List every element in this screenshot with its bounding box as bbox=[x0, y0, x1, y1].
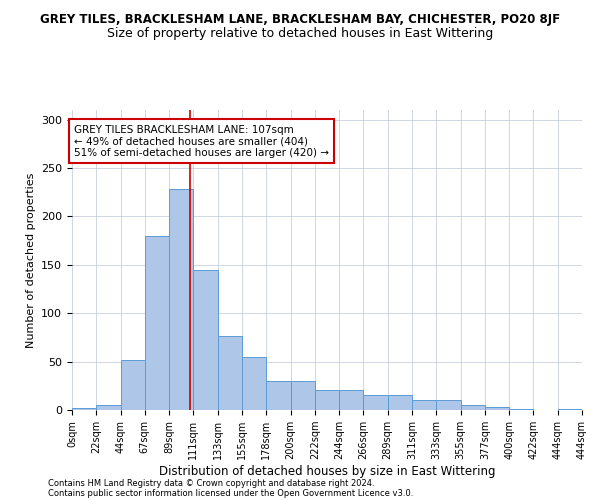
Bar bbox=[461, 405, 485, 410]
Bar bbox=[169, 190, 193, 410]
Bar bbox=[509, 409, 533, 410]
Y-axis label: Number of detached properties: Number of detached properties bbox=[26, 172, 35, 348]
X-axis label: Distribution of detached houses by size in East Wittering: Distribution of detached houses by size … bbox=[159, 465, 495, 478]
Bar bbox=[242, 357, 266, 410]
Text: GREY TILES, BRACKLESHAM LANE, BRACKLESHAM BAY, CHICHESTER, PO20 8JF: GREY TILES, BRACKLESHAM LANE, BRACKLESHA… bbox=[40, 12, 560, 26]
Bar bbox=[388, 396, 412, 410]
Text: Contains public sector information licensed under the Open Government Licence v3: Contains public sector information licen… bbox=[48, 488, 413, 498]
Bar bbox=[96, 405, 121, 410]
Bar bbox=[558, 409, 582, 410]
Bar bbox=[145, 236, 169, 410]
Bar bbox=[412, 400, 436, 410]
Bar bbox=[218, 336, 242, 410]
Bar bbox=[339, 390, 364, 410]
Text: Contains HM Land Registry data © Crown copyright and database right 2024.: Contains HM Land Registry data © Crown c… bbox=[48, 478, 374, 488]
Text: Size of property relative to detached houses in East Wittering: Size of property relative to detached ho… bbox=[107, 28, 493, 40]
Bar bbox=[193, 270, 218, 410]
Bar bbox=[485, 407, 509, 410]
Bar bbox=[436, 400, 461, 410]
Text: GREY TILES BRACKLESHAM LANE: 107sqm
← 49% of detached houses are smaller (404)
5: GREY TILES BRACKLESHAM LANE: 107sqm ← 49… bbox=[74, 124, 329, 158]
Bar bbox=[364, 396, 388, 410]
Bar bbox=[315, 390, 339, 410]
Bar bbox=[72, 408, 96, 410]
Bar bbox=[266, 381, 290, 410]
Bar bbox=[121, 360, 145, 410]
Bar bbox=[290, 381, 315, 410]
